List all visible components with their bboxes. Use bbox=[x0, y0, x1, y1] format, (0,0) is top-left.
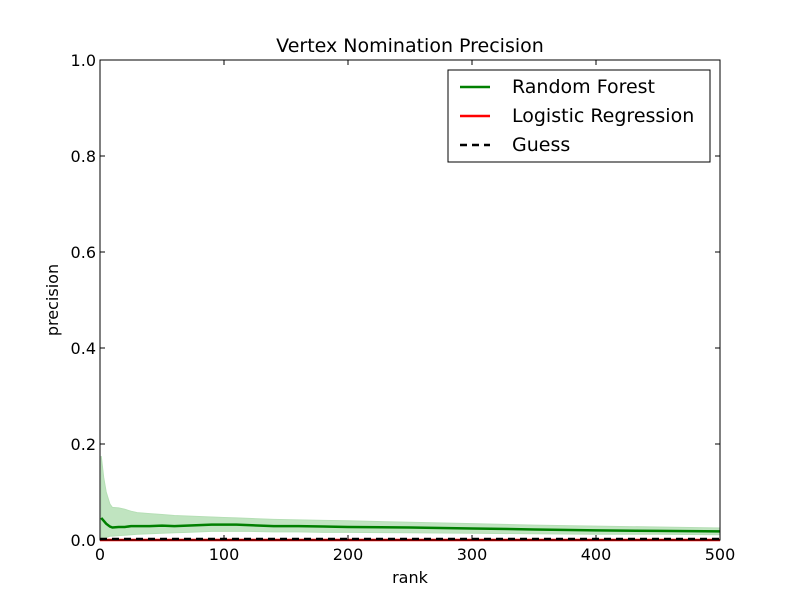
series-line-0 bbox=[100, 517, 721, 533]
legend: Random Forest Logistic Regression Guess bbox=[447, 69, 711, 163]
axis-ticks: 0 100 200 300 400 500 0.0 0.2 0.4 0.6 0.8 1.0 bbox=[71, 51, 736, 564]
plot-frame bbox=[99, 59, 721, 541]
x-axis-label: rank bbox=[392, 568, 429, 587]
legend-label-0: Random Forest bbox=[512, 76, 655, 98]
y-tick-label: 0.6 bbox=[71, 243, 96, 262]
y-tick-label: 0.8 bbox=[71, 147, 96, 166]
plot-area bbox=[100, 455, 721, 542]
legend-label-2: Guess bbox=[512, 134, 570, 156]
x-tick-label: 400 bbox=[581, 545, 612, 564]
chart-title: Vertex Nomination Precision bbox=[276, 35, 544, 57]
x-tick-label: 500 bbox=[705, 545, 736, 564]
legend-box bbox=[447, 69, 711, 163]
y-tick-label: 0.2 bbox=[71, 435, 96, 454]
legend-label-1: Logistic Regression bbox=[512, 105, 694, 127]
y-axis-label: precision bbox=[43, 264, 62, 336]
y-tick-label: 0.4 bbox=[71, 339, 96, 358]
y-tick-label: 0.0 bbox=[71, 531, 96, 550]
x-tick-label: 300 bbox=[457, 545, 488, 564]
y-tick-label: 1.0 bbox=[71, 51, 96, 70]
x-tick-label: 100 bbox=[209, 545, 240, 564]
x-tick-label: 200 bbox=[333, 545, 364, 564]
x-tick-label: 0 bbox=[95, 545, 105, 564]
